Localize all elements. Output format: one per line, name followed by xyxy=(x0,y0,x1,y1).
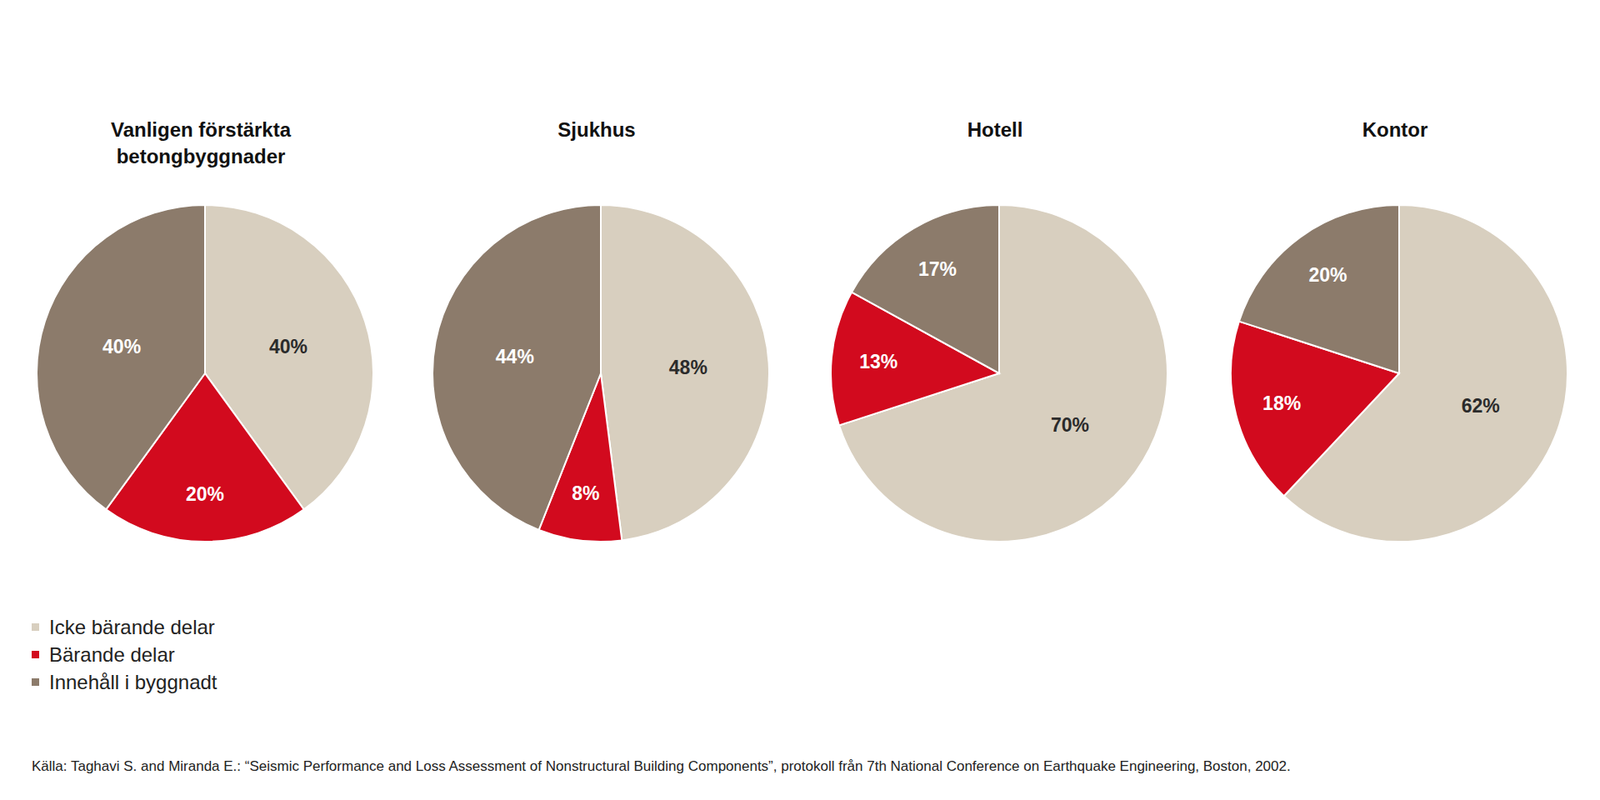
html-text:Sjukhus: Sjukhus xyxy=(557,118,636,141)
html-text:Källa: Taghavi S. and Miranda: Källa: Taghavi S. and Miranda E.: “Seism… xyxy=(31,758,1291,775)
svg-text:13%: 13% xyxy=(859,350,898,373)
html-text:Icke bärande delar: Icke bärande delar xyxy=(49,615,215,638)
svg-text:20%: 20% xyxy=(1308,264,1347,286)
svg-text:20%: 20% xyxy=(185,483,225,505)
html-text:Vanligen förstärkta betongbygg: Vanligen förstärkta betongbyggnader xyxy=(110,118,291,168)
svg-text:8%: 8% xyxy=(571,482,600,505)
svg-text:40%: 40% xyxy=(102,335,141,358)
html-text:Kontor: Kontor xyxy=(1362,118,1428,141)
svg-text:70%: 70% xyxy=(1050,414,1090,436)
svg-text:62%: 62% xyxy=(1461,395,1500,417)
svg-text:40%: 40% xyxy=(269,335,308,358)
html-text:Innehåll i byggnadt: Innehåll i byggnadt xyxy=(49,670,218,693)
svg-text:48%: 48% xyxy=(669,356,708,379)
html-text:Bärande delar: Bärande delar xyxy=(49,642,175,666)
html-text:Hotell: Hotell xyxy=(967,118,1023,141)
svg-text:44%: 44% xyxy=(495,345,535,368)
svg-text:17%: 17% xyxy=(918,258,957,280)
svg-text:18%: 18% xyxy=(1262,392,1301,415)
